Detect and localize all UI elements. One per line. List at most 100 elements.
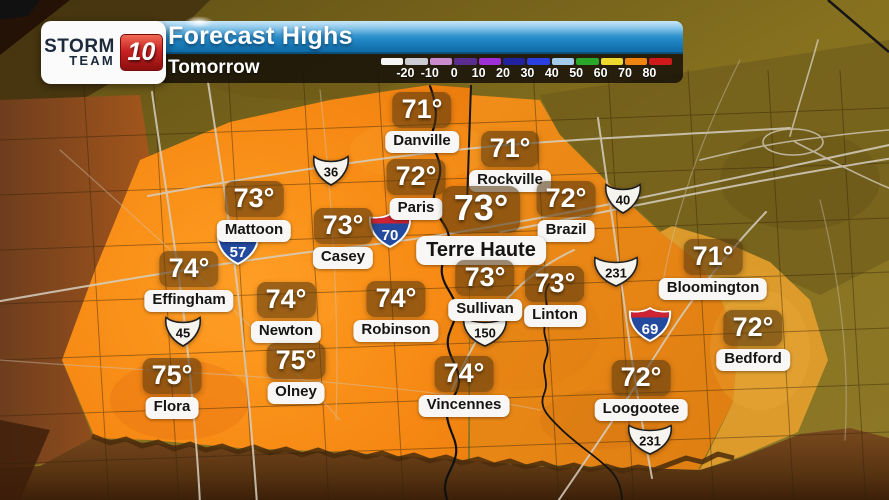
station-bloomington: 71° Bloomington [658, 239, 768, 300]
city-label: Linton [524, 305, 586, 327]
station-newton: 74° Newton [250, 282, 322, 343]
temperature-badge: 74° [256, 282, 316, 319]
scale-labels: -20 -10 0 10 20 30 40 50 60 70 80 [381, 66, 675, 81]
temperature-badge: 72° [723, 310, 783, 347]
station-effingham: 74° Effingham [144, 251, 234, 312]
us-route-shield-icon: 40 [604, 183, 642, 214]
channel-10-badge: 10 [119, 34, 163, 71]
scale-tick-label: 10 [471, 66, 486, 80]
temperature-badge: 72° [386, 159, 446, 196]
state-border-layer [466, 0, 889, 206]
temperature-badge: 71° [392, 92, 452, 129]
scale-tick-label: 80 [642, 66, 657, 80]
us-route-shield-icon: 231 [593, 256, 639, 287]
city-label: Loogootee [594, 399, 688, 421]
title-bar: Forecast Highs [152, 16, 683, 54]
page-title: Forecast Highs [168, 22, 353, 50]
temperature-badge: 71° [683, 239, 743, 276]
city-label: Olney [267, 382, 325, 404]
us-route-shield-icon: 36 [312, 155, 350, 186]
interstate-70-shield: 70 [368, 212, 412, 254]
city-label: Effingham [144, 290, 234, 312]
us-route-45-shield: 45 [163, 314, 203, 353]
station-vincennes: 74° Vincennes [418, 356, 510, 417]
city-label: Vincennes [418, 395, 510, 417]
city-label: Flora [145, 397, 199, 419]
station-robinson: 74° Robinson [353, 281, 439, 342]
scale-tick-label: 60 [593, 66, 608, 80]
temperature-badge: 71° [480, 131, 540, 168]
temperature-badge: 75° [142, 358, 202, 395]
city-label: Bloomington [658, 278, 768, 300]
route-number: 40 [616, 193, 630, 208]
station-brazil: 72° Brazil [536, 181, 596, 242]
city-label: Casey [312, 247, 374, 269]
us-route-150-shield: 150 [461, 314, 509, 353]
scale-tick-label: 30 [520, 66, 535, 80]
scale-tick-label: 0 [450, 66, 458, 80]
route-number: 36 [324, 165, 338, 180]
subtitle-bar: Tomorrow -20 -10 0 10 20 30 40 50 60 70 80 [152, 54, 683, 83]
station-flora: 75° Flora [142, 358, 202, 419]
route-number: 57 [230, 244, 247, 261]
scale-swatch [576, 58, 599, 65]
temperature-badge: 74° [434, 356, 494, 393]
us-route-231-shield: 231 [626, 422, 674, 461]
city-label: Mattoon [216, 220, 292, 242]
us-route-36-shield: 36 [311, 153, 351, 192]
us-route-shield-icon: 45 [164, 316, 202, 347]
scale-swatch [405, 58, 428, 65]
station-rockville: 71° Rockville [469, 131, 551, 192]
forecast-period-label: Tomorrow [168, 57, 260, 78]
temperature-badge: 73° [525, 266, 585, 303]
station-danville: 71° Danville [385, 92, 459, 153]
route-number: 45 [176, 326, 190, 341]
temperature-badge: 72° [611, 360, 671, 397]
scale-swatch [624, 58, 648, 65]
station-mattoon: 73° Mattoon [216, 181, 292, 242]
route-number: 231 [639, 434, 661, 449]
temperature-badge: 74° [366, 281, 426, 318]
scale-swatch [600, 58, 623, 65]
scale-swatch [454, 58, 477, 65]
temperature-badge: 73° [455, 260, 515, 297]
route-number: 150 [474, 326, 496, 341]
logo-team-word: TEAM [69, 53, 115, 69]
city-label: Terre Haute [416, 235, 546, 265]
station-olney: 75° Olney [266, 343, 326, 404]
temperature-badge: 73° [441, 186, 521, 233]
temperature-scale: -20 -10 0 10 20 30 40 50 60 70 80 [381, 57, 675, 82]
city-label: Robinson [353, 320, 439, 342]
city-label: Newton [250, 321, 322, 343]
us-route-shield-icon: 231 [627, 424, 673, 455]
temperature-badge: 72° [536, 181, 596, 218]
temperature-badge: 75° [266, 343, 326, 380]
scale-tick-label: -20 [396, 66, 415, 80]
scale-tick-label: 20 [496, 66, 510, 80]
city-label: Bedford [716, 349, 790, 371]
station-bedford: 72° Bedford [716, 310, 790, 371]
temperature-badge: 73° [313, 208, 373, 245]
scale-swatch [502, 58, 526, 65]
city-label: Paris [389, 198, 443, 220]
scale-tick-label: -10 [420, 66, 439, 80]
route-number: 70 [382, 227, 399, 244]
logo-text: STORM TEAM [44, 35, 115, 69]
route-number: 69 [642, 321, 659, 338]
route-number: 231 [605, 266, 627, 281]
scale-swatch [649, 58, 672, 65]
storm-team-10-logo: STORM TEAM 10 [41, 21, 166, 84]
temperature-badge: 74° [159, 251, 219, 288]
scale-swatch [429, 58, 453, 65]
us-route-231-shield: 231 [592, 254, 640, 293]
logo-storm-word: STORM [44, 35, 115, 57]
city-label: Brazil [537, 220, 595, 242]
scale-tick-label: 50 [569, 66, 584, 80]
interstate-shield-icon: 69 [628, 307, 672, 342]
station-paris: 72° Paris [386, 159, 446, 220]
interstate-shield-icon: 70 [368, 213, 412, 248]
gloss-highlight [152, 21, 683, 35]
station-loogootee: 72° Loogootee [594, 360, 688, 421]
